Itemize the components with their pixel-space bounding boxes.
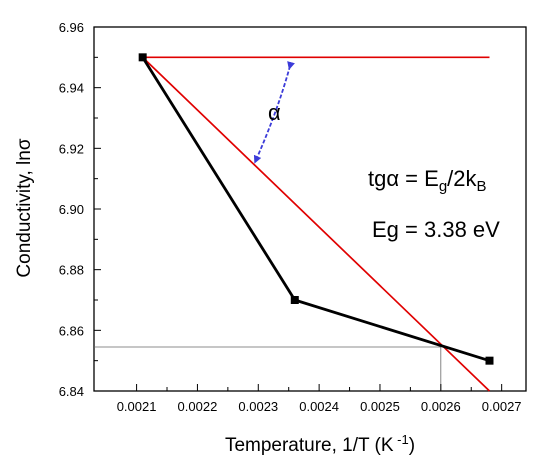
y-tick-label: 6.96 bbox=[59, 20, 84, 35]
y-axis-ticks: 6.84 6.86 6.88 6.90 6.92 6.94 6.96 bbox=[59, 20, 101, 399]
series-line bbox=[141, 56, 490, 363]
y-tick-label: 6.94 bbox=[59, 81, 84, 96]
data-point bbox=[485, 356, 494, 365]
y-tick-label: 6.86 bbox=[59, 323, 84, 338]
data-series bbox=[138, 53, 494, 365]
x-axis-ticks: 0.0021 0.0022 0.0023 0.0024 0.0025 0.0026 0.00… bbox=[117, 384, 522, 414]
guide-lines bbox=[94, 346, 442, 391]
data-point bbox=[138, 53, 147, 62]
x-tick-label: 0.0024 bbox=[299, 399, 339, 414]
formula-label: tgα = Eg/2kB bbox=[368, 166, 487, 195]
data-point bbox=[290, 296, 299, 304]
formula-sub-b: B bbox=[477, 178, 487, 195]
y-axis-title: Conductivity, lnσ bbox=[14, 138, 35, 277]
x-tick-label: 0.0025 bbox=[360, 399, 400, 414]
alpha-arc-arrow bbox=[253, 61, 295, 164]
x-tick-label: 0.0023 bbox=[238, 399, 278, 414]
angle-arrow bbox=[253, 61, 295, 164]
formula-main: tgα = E bbox=[368, 166, 439, 191]
x-tick-label: 0.0026 bbox=[421, 399, 461, 414]
y-tick-label: 6.90 bbox=[59, 202, 84, 217]
y-tick-label: 6.84 bbox=[59, 384, 84, 399]
formula-sub-g: g bbox=[439, 178, 447, 195]
y-tick-label: 6.92 bbox=[59, 141, 84, 156]
reference-lines bbox=[142, 56, 491, 392]
x-axis-title: Temperature, 1/T (K -1) bbox=[225, 432, 415, 456]
y-tick-label: 6.88 bbox=[59, 263, 84, 278]
x-tick-label: 0.0022 bbox=[178, 399, 218, 414]
x-tick-label: 0.0027 bbox=[482, 399, 522, 414]
alpha-label: α bbox=[268, 100, 281, 125]
x-tick-label: 0.0021 bbox=[117, 399, 157, 414]
reference-line-slope bbox=[142, 56, 491, 392]
formula-mid: /2k bbox=[447, 166, 477, 191]
eg-label: Eg = 3.38 eV bbox=[372, 217, 500, 242]
